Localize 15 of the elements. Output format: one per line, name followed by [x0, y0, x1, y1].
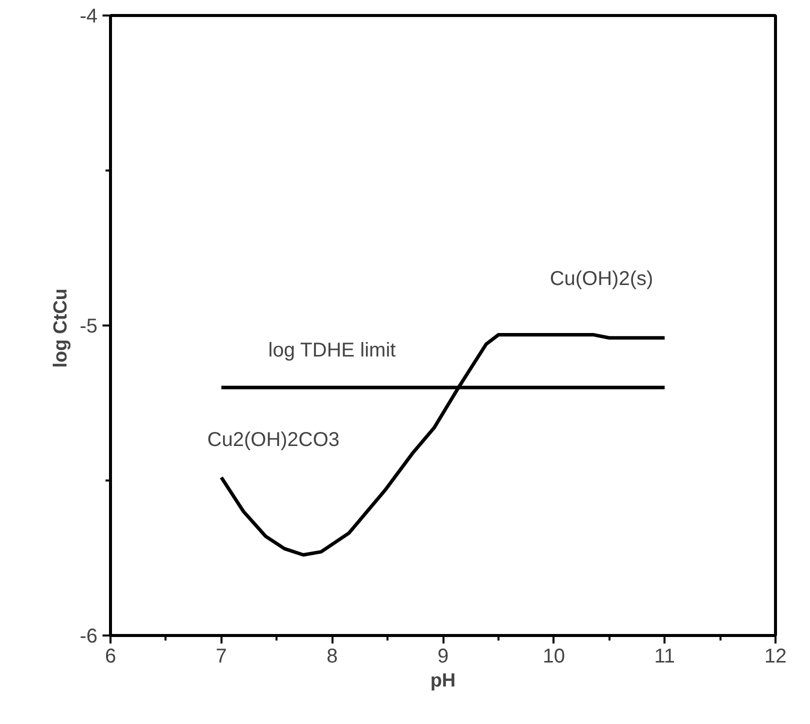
annotation: Cu(OH)2(s)	[550, 268, 654, 290]
x-tick-label: 10	[542, 646, 565, 668]
x-tick-label: 11	[654, 646, 676, 668]
y-tick-label: -4	[80, 6, 98, 28]
annotation: log TDHE limit	[268, 339, 396, 362]
y-tick-label: -6	[80, 626, 98, 648]
annotation: Cu2(OH)2CO3	[207, 429, 340, 452]
x-tick-label: 7	[216, 646, 227, 668]
x-axis-title: pH	[430, 670, 456, 692]
x-tick-label: 8	[326, 646, 338, 668]
y-tick-label: -5	[80, 316, 98, 338]
x-tick-label: 9	[437, 646, 449, 668]
y-axis-title: log CtCu	[50, 288, 72, 368]
x-tick-label: 6	[104, 646, 116, 668]
x-tick-label: 12	[764, 646, 787, 668]
